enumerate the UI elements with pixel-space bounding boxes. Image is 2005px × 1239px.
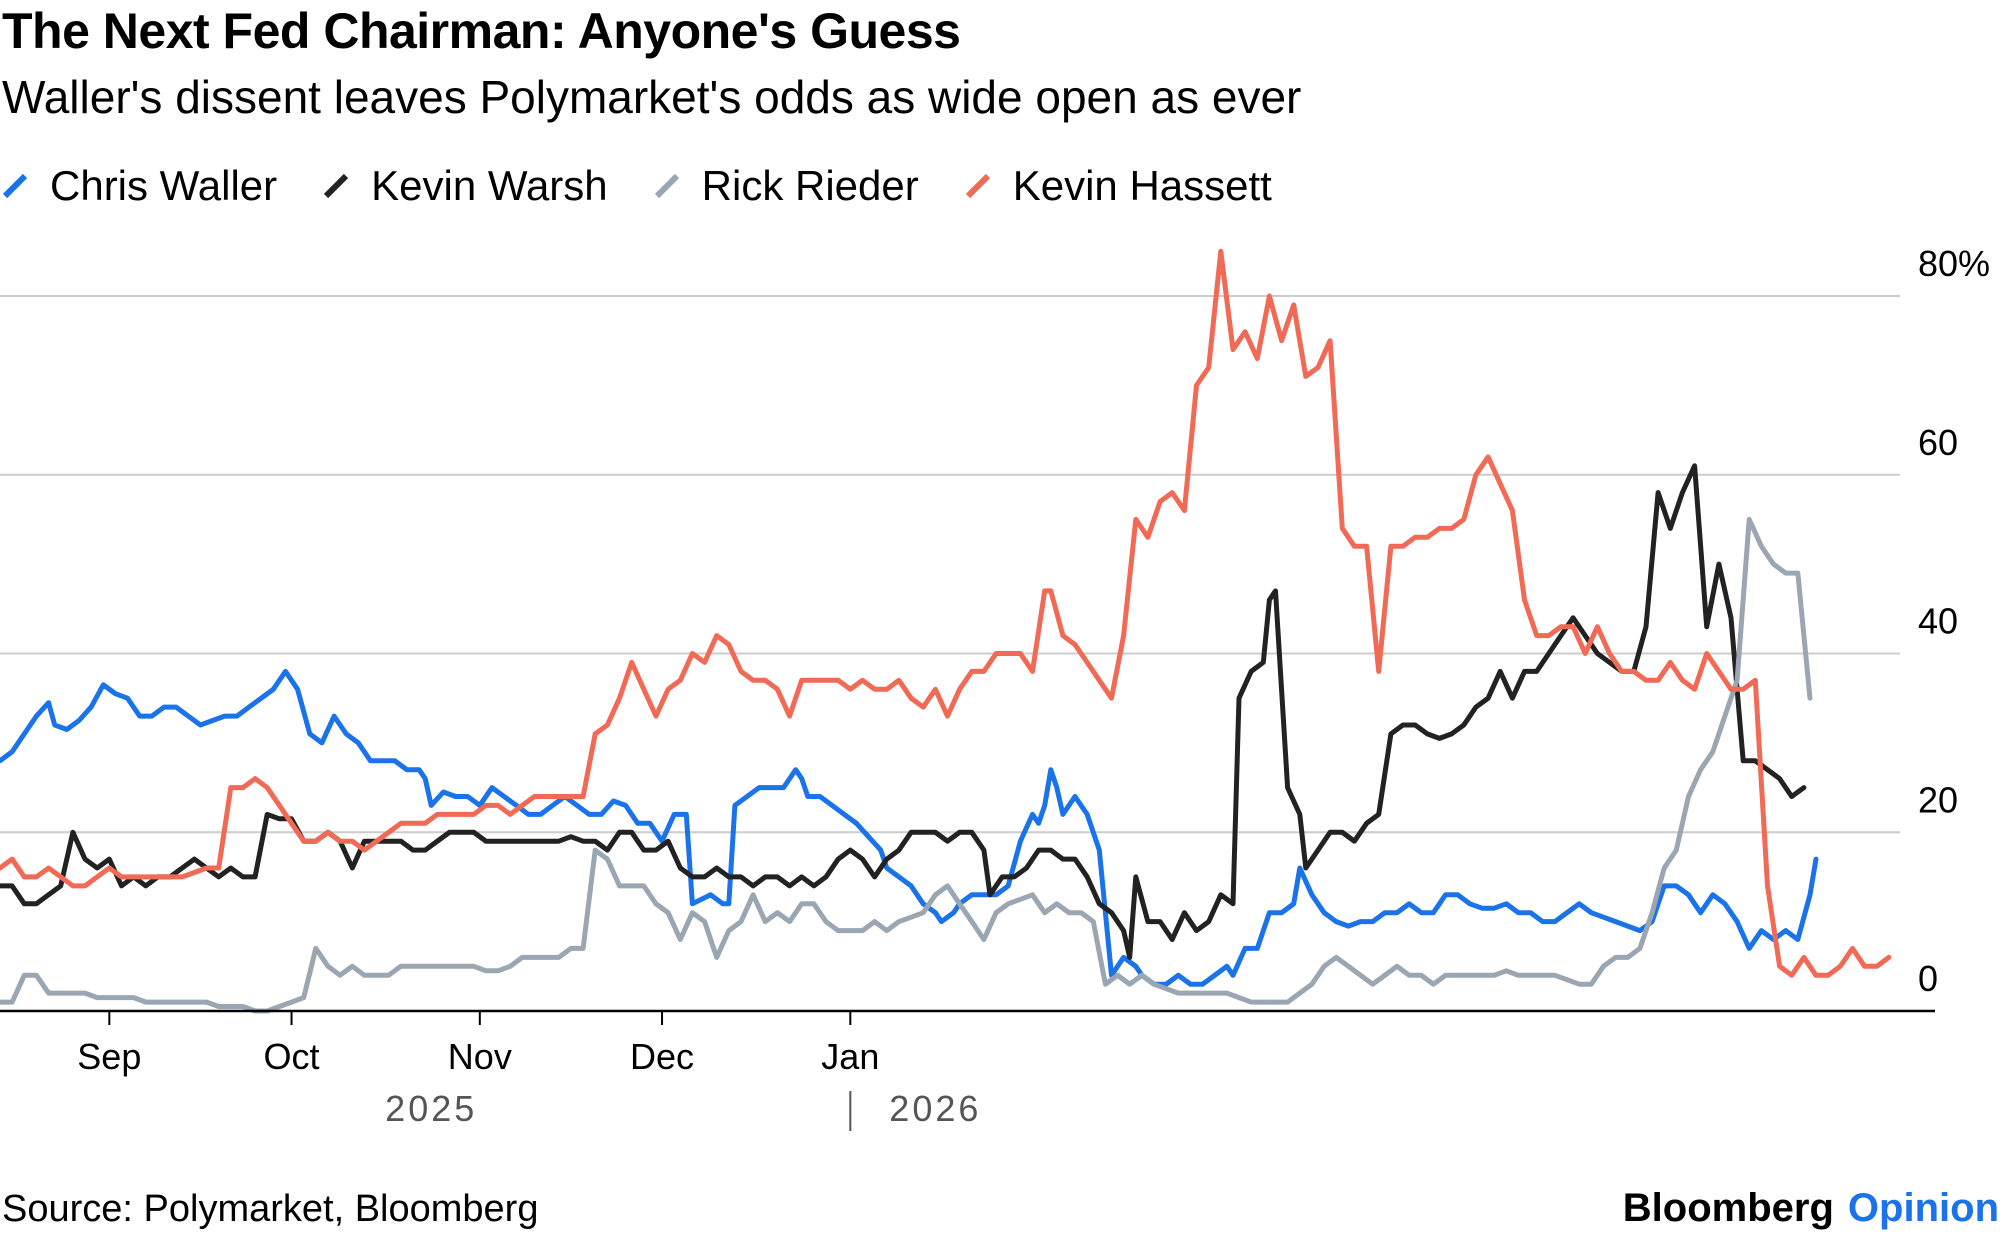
legend-label-hassett: Kevin Hassett <box>1012 162 1272 209</box>
legend-item-rieder: Rick Rieder <box>654 162 919 210</box>
y-tick-label-80: 80% <box>1918 243 1990 284</box>
series-line-kevin-warsh <box>0 463 1807 960</box>
y-tick-label-20: 20 <box>1918 779 1958 820</box>
legend-item-warsh: Kevin Warsh <box>323 162 608 210</box>
source-note: Source: Polymarket, Bloomberg <box>2 1188 539 1230</box>
axes: 0 20 40 60 80% Sep Oct Nov Dec Jan 2025 2026 <box>0 243 1990 1131</box>
brand-logo: Bloomberg Opinion <box>1623 1186 1999 1231</box>
x-tick-label-jan: Jan <box>821 1036 879 1077</box>
brand-opinion: Opinion <box>1847 1186 1999 1230</box>
gridlines <box>0 295 1900 834</box>
x-tick-label-sep: Sep <box>77 1036 141 1077</box>
legend-label-waller: Chris Waller <box>50 162 278 209</box>
brand-main: Bloomberg <box>1622 1186 1834 1230</box>
legend-swatch-waller <box>2 173 28 199</box>
chart-subtitle: Waller's dissent leaves Polymarket's odd… <box>2 71 1302 123</box>
legend-item-waller: Chris Waller <box>2 162 277 210</box>
x-tick-label-nov: Nov <box>448 1036 512 1077</box>
year-label-2025: 2025 <box>385 1088 477 1129</box>
x-tick-label-oct: Oct <box>264 1036 320 1077</box>
y-tick-label-60: 60 <box>1918 422 1958 463</box>
y-tick-label-40: 40 <box>1918 601 1958 642</box>
series-line-chris-waller <box>0 668 1819 987</box>
legend-swatch-rieder <box>654 173 679 199</box>
legend-item-hassett: Kevin Hassett <box>965 162 1272 210</box>
legend: Chris Waller Kevin Warsh Rick Rieder Kev… <box>2 160 1318 212</box>
legend-label-warsh: Kevin Warsh <box>371 162 608 209</box>
y-tick-label-0: 0 <box>1918 958 1938 999</box>
chart-title: The Next Fed Chairman: Anyone's Guess <box>2 3 961 59</box>
year-label-2026: 2026 <box>889 1088 981 1129</box>
series-lines <box>0 248 1892 1014</box>
series-line-kevin-hassett <box>0 248 1892 978</box>
legend-label-rieder: Rick Rieder <box>701 162 919 209</box>
x-tick-label-dec: Dec <box>630 1036 694 1077</box>
series-line-rick-rieder <box>0 516 1813 1014</box>
legend-swatch-hassett <box>965 173 990 199</box>
legend-swatch-warsh <box>324 173 349 199</box>
